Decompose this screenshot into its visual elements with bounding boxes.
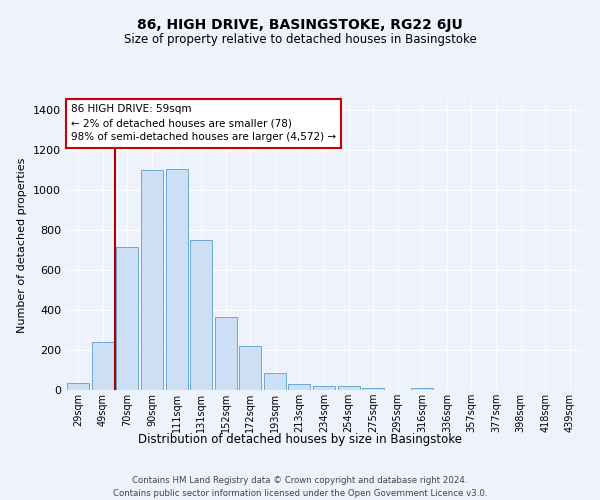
- Bar: [215, 317, 237, 390]
- Text: Distribution of detached houses by size in Basingstoke: Distribution of detached houses by size …: [138, 432, 462, 446]
- Bar: [289, 384, 310, 390]
- Bar: [166, 169, 188, 390]
- Text: 86 HIGH DRIVE: 59sqm
← 2% of detached houses are smaller (78)
98% of semi-detach: 86 HIGH DRIVE: 59sqm ← 2% of detached ho…: [71, 104, 336, 142]
- Bar: [67, 383, 89, 390]
- Text: 86, HIGH DRIVE, BASINGSTOKE, RG22 6JU: 86, HIGH DRIVE, BASINGSTOKE, RG22 6JU: [137, 18, 463, 32]
- Y-axis label: Number of detached properties: Number of detached properties: [17, 158, 28, 332]
- Bar: [190, 240, 212, 390]
- Bar: [313, 386, 335, 390]
- Bar: [411, 388, 433, 390]
- Text: Contains HM Land Registry data © Crown copyright and database right 2024.: Contains HM Land Registry data © Crown c…: [132, 476, 468, 485]
- Bar: [264, 373, 286, 390]
- Bar: [92, 342, 114, 390]
- Text: Size of property relative to detached houses in Basingstoke: Size of property relative to detached ho…: [124, 32, 476, 46]
- Bar: [116, 247, 139, 390]
- Bar: [239, 346, 262, 390]
- Bar: [141, 170, 163, 390]
- Text: Contains public sector information licensed under the Open Government Licence v3: Contains public sector information licen…: [113, 489, 487, 498]
- Bar: [338, 386, 359, 390]
- Bar: [362, 388, 384, 390]
